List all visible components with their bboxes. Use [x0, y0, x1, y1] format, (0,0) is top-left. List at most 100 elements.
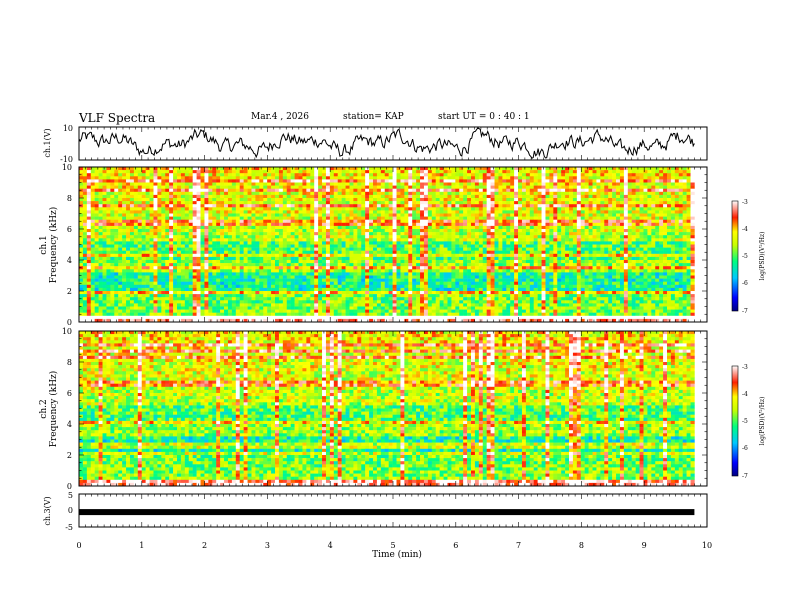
- spectrogram-cell: [177, 235, 182, 239]
- spectrogram-cell: [318, 256, 323, 261]
- spectrogram-cell: [357, 194, 362, 199]
- spectrogram-cell: [94, 250, 99, 255]
- spectrogram-cell: [455, 179, 460, 183]
- spectrogram-cell: [94, 238, 99, 242]
- spectrogram-cell: [102, 216, 107, 220]
- spectrogram-cell: [251, 247, 256, 251]
- spectrogram-cell: [184, 241, 190, 245]
- spectrogram-cell: [631, 241, 636, 245]
- spectrogram-cell: [294, 256, 299, 261]
- spectrogram-cell: [463, 176, 468, 180]
- spectrogram-cell: [667, 219, 672, 224]
- spectrogram-cell: [596, 253, 601, 258]
- spectrogram-cell: [663, 222, 668, 227]
- spectrogram-cell: [188, 235, 193, 239]
- spectrogram-cell: [310, 167, 315, 171]
- spectrogram-cell: [322, 185, 327, 189]
- spectrogram-cell: [86, 247, 92, 251]
- spectrogram-cell: [459, 250, 464, 255]
- spectrogram-cell: [576, 213, 582, 217]
- spectrogram-cell: [137, 213, 142, 217]
- spectrogram-cell: [482, 213, 487, 217]
- spectrogram-cell: [627, 250, 632, 255]
- spectrogram-cell: [290, 253, 295, 258]
- spectrogram-cell: [141, 194, 146, 199]
- spectrogram-cell: [569, 170, 574, 174]
- spectrogram-cell: [263, 260, 268, 264]
- spectrogram-cell: [259, 191, 264, 196]
- spectrogram-cell: [482, 182, 487, 186]
- spectrogram-cell: [400, 182, 405, 186]
- spectrogram-cell: [337, 219, 342, 224]
- spectrogram-cell: [341, 216, 346, 220]
- spectrogram-cell: [545, 244, 550, 248]
- spectrogram-cell: [463, 222, 468, 227]
- spectrogram-cell: [102, 207, 107, 211]
- spectrogram-cell: [282, 201, 288, 205]
- spectrogram-cell: [533, 210, 538, 214]
- spectrogram-cell: [184, 225, 190, 230]
- spectrogram-cell: [216, 222, 221, 227]
- spectrogram-cell: [267, 173, 272, 177]
- spectrogram-cell: [474, 176, 480, 180]
- spectrogram-cell: [357, 207, 362, 211]
- spectrogram-cell: [639, 201, 644, 205]
- spectrogram-cell: [490, 185, 495, 189]
- spectrogram-cell: [129, 204, 135, 208]
- spectrogram-cell: [651, 194, 656, 199]
- spectrogram-cell: [584, 194, 589, 199]
- spectrogram-cell: [114, 247, 119, 251]
- spectrogram-cell: [188, 170, 193, 174]
- spectrogram-cell: [137, 222, 142, 227]
- spectrogram-cell: [318, 173, 323, 177]
- spectrogram-cell: [380, 253, 386, 258]
- spectrogram-cell: [357, 253, 362, 258]
- spectrogram-cell: [282, 210, 288, 214]
- spectrogram-cell: [333, 173, 338, 177]
- spectrogram-cell: [251, 185, 256, 189]
- spectrogram-cell: [435, 241, 440, 245]
- spectrogram-cell: [580, 182, 585, 186]
- spectrogram-cell: [502, 198, 507, 202]
- spectrogram-cell: [635, 238, 640, 242]
- spectrogram-cell: [651, 204, 656, 208]
- spectrogram-cell: [184, 201, 190, 205]
- spectrogram-cell: [427, 185, 433, 189]
- spectrogram-cell: [643, 201, 648, 205]
- spectrogram-cell: [431, 167, 436, 171]
- spectrogram-cell: [212, 219, 217, 224]
- spectrogram-cell: [545, 179, 550, 183]
- spectrogram-cell: [259, 185, 264, 189]
- spectrogram-cell: [404, 191, 409, 196]
- spectrogram-cell: [212, 241, 217, 245]
- spectrogram-cell: [494, 250, 499, 255]
- spectrogram-cell: [474, 241, 480, 245]
- spectrogram-cell: [420, 225, 425, 230]
- spectrogram-cell: [149, 182, 154, 186]
- spectrogram-cell: [361, 173, 366, 177]
- spectrogram-cell: [329, 260, 335, 264]
- spectrogram-cell: [690, 225, 695, 230]
- spectrogram-cell: [196, 167, 201, 171]
- spectrogram-cell: [341, 235, 346, 239]
- spectrogram-cell: [639, 210, 644, 214]
- spectrogram-cell: [259, 201, 264, 205]
- spectrogram-cell: [341, 201, 346, 205]
- spectrogram-cell: [220, 235, 225, 239]
- spectrogram-cell: [137, 250, 142, 255]
- spectrogram-cell: [678, 176, 683, 180]
- spectrogram-cell: [102, 232, 107, 236]
- spectrogram-cell: [212, 247, 217, 251]
- spectrogram-cell: [569, 194, 574, 199]
- spectrogram-cell: [200, 213, 205, 217]
- spectrogram-cell: [623, 253, 629, 258]
- spectrogram-cell: [408, 179, 413, 183]
- spectrogram-cell: [643, 179, 648, 183]
- spectrogram-cell: [459, 188, 464, 193]
- spectrogram-cell: [572, 238, 578, 242]
- spectrogram-cell: [255, 213, 260, 217]
- spectrogram-cell: [435, 250, 440, 255]
- spectrogram-cell: [227, 229, 233, 233]
- spectrogram-cell: [353, 179, 358, 183]
- spectrogram-cell: [173, 191, 178, 196]
